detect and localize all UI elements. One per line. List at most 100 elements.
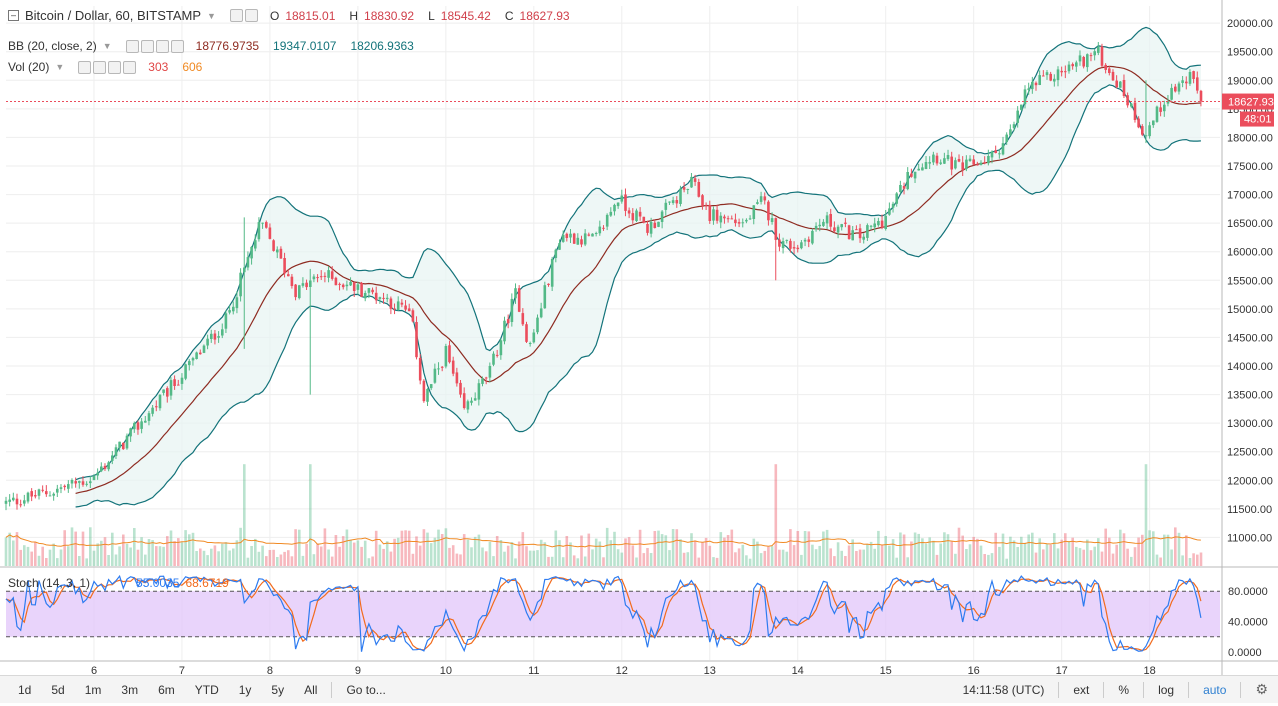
eye-icon[interactable] xyxy=(229,9,243,22)
candle-body xyxy=(616,202,620,207)
volume-label[interactable]: Vol (20) xyxy=(8,60,50,74)
stoch-axis-label: 80.0000 xyxy=(1228,586,1268,598)
candle xyxy=(649,217,653,238)
range-5y-button[interactable]: 5y xyxy=(271,682,285,697)
candle xyxy=(1093,49,1096,61)
symbol-title[interactable]: Bitcoin / Dollar, 60, BITSTAMP xyxy=(25,8,202,23)
range-all-button[interactable]: All xyxy=(304,682,318,697)
bb-label[interactable]: BB (20, close, 2) xyxy=(8,39,97,53)
eye-icon[interactable] xyxy=(125,39,139,53)
auto-toggle[interactable]: auto xyxy=(1203,682,1227,697)
candle-body xyxy=(730,218,734,220)
volume-bar xyxy=(539,539,543,566)
range-1y-button[interactable]: 1y xyxy=(238,682,252,697)
ext-toggle[interactable]: ext xyxy=(1073,682,1090,697)
close-icon[interactable] xyxy=(123,60,137,74)
range-ytd-button[interactable]: YTD xyxy=(194,682,219,697)
candle-body xyxy=(939,162,942,164)
volume-bar xyxy=(30,551,33,566)
volume-bar xyxy=(547,556,550,566)
goto-button[interactable]: Go to... xyxy=(346,682,386,697)
volume-bar xyxy=(34,541,37,566)
volume-bar xyxy=(1093,546,1096,566)
candle-body xyxy=(114,447,118,456)
volume-bar xyxy=(609,540,613,566)
candle-body xyxy=(217,336,220,338)
candle xyxy=(1086,53,1089,72)
candle-body xyxy=(712,209,715,221)
volume-bar xyxy=(748,558,752,566)
candle xyxy=(1196,71,1199,94)
gear-icon[interactable]: ⚙ xyxy=(1255,681,1268,697)
percent-toggle[interactable]: % xyxy=(1118,682,1130,697)
candle xyxy=(1137,116,1140,129)
volume-bar xyxy=(118,546,121,566)
range-5d-button[interactable]: 5d xyxy=(51,682,65,697)
volume-bar xyxy=(250,546,253,566)
eye-icon[interactable] xyxy=(78,60,92,74)
settings-icon[interactable] xyxy=(244,9,258,22)
collapse-icon[interactable]: – xyxy=(8,10,19,21)
add-icon[interactable] xyxy=(108,60,122,74)
volume-bar xyxy=(1108,537,1111,566)
range-1d-button[interactable]: 1d xyxy=(18,682,32,697)
bottom-right-controls: 14:11:58 (UTC) ext % log auto ⚙ xyxy=(953,681,1278,698)
candle xyxy=(235,291,239,314)
candle-body xyxy=(107,462,110,470)
candle xyxy=(162,389,165,396)
volume-bar xyxy=(594,538,598,566)
volume-bar xyxy=(792,545,796,566)
candle xyxy=(74,477,77,488)
volume-bar xyxy=(855,551,858,566)
chevron-down-icon[interactable]: ▼ xyxy=(102,41,112,51)
range-6m-button[interactable]: 6m xyxy=(158,682,175,697)
candle-body xyxy=(880,220,884,228)
clock-label[interactable]: 14:11:58 (UTC) xyxy=(962,682,1045,697)
candle-body xyxy=(492,353,495,365)
candle xyxy=(301,277,305,288)
candle xyxy=(741,218,745,228)
candle-body xyxy=(1067,64,1071,72)
range-3m-button[interactable]: 3m xyxy=(121,682,139,697)
candle xyxy=(363,290,367,302)
candle-body xyxy=(1045,72,1049,76)
candle-body xyxy=(367,288,371,293)
candle-body xyxy=(503,320,506,342)
candle xyxy=(67,480,70,493)
candle xyxy=(778,233,781,252)
candle xyxy=(668,201,671,205)
volume-bar xyxy=(261,545,264,566)
candle-body xyxy=(272,240,275,251)
volume-bar xyxy=(243,464,246,566)
volume-bar xyxy=(602,557,605,566)
candle xyxy=(862,233,865,244)
divider xyxy=(1188,681,1190,698)
add-icon[interactable] xyxy=(155,39,169,53)
chevron-down-icon[interactable]: ▼ xyxy=(207,10,216,21)
range-1m-button[interactable]: 1m xyxy=(84,682,102,697)
log-toggle[interactable]: log xyxy=(1158,682,1175,697)
close-icon[interactable] xyxy=(170,39,184,53)
volume-bar xyxy=(48,549,52,566)
candle-body xyxy=(246,257,250,268)
volume-bar xyxy=(470,547,473,566)
candle-body xyxy=(48,495,52,497)
volume-bar xyxy=(851,539,854,566)
volume-bar xyxy=(682,552,686,566)
settings-icon[interactable] xyxy=(93,60,107,74)
stoch-label[interactable]: Stoch (14, 3, 1) xyxy=(8,576,91,590)
time-axis-label: 14 xyxy=(792,665,804,677)
candle-body xyxy=(34,495,37,497)
chevron-down-icon[interactable]: ▼ xyxy=(55,62,65,72)
volume-bar xyxy=(371,556,374,566)
candle xyxy=(1064,65,1067,79)
volume-bar xyxy=(1049,544,1052,566)
candle xyxy=(1188,69,1192,86)
volume-bar xyxy=(605,527,609,566)
stoch-axis: 80.0000 40.0000 0.0000 xyxy=(1228,586,1268,659)
settings-icon[interactable] xyxy=(140,39,154,53)
candle xyxy=(781,237,785,254)
price-axis-label: 16500.00 xyxy=(1227,218,1273,230)
